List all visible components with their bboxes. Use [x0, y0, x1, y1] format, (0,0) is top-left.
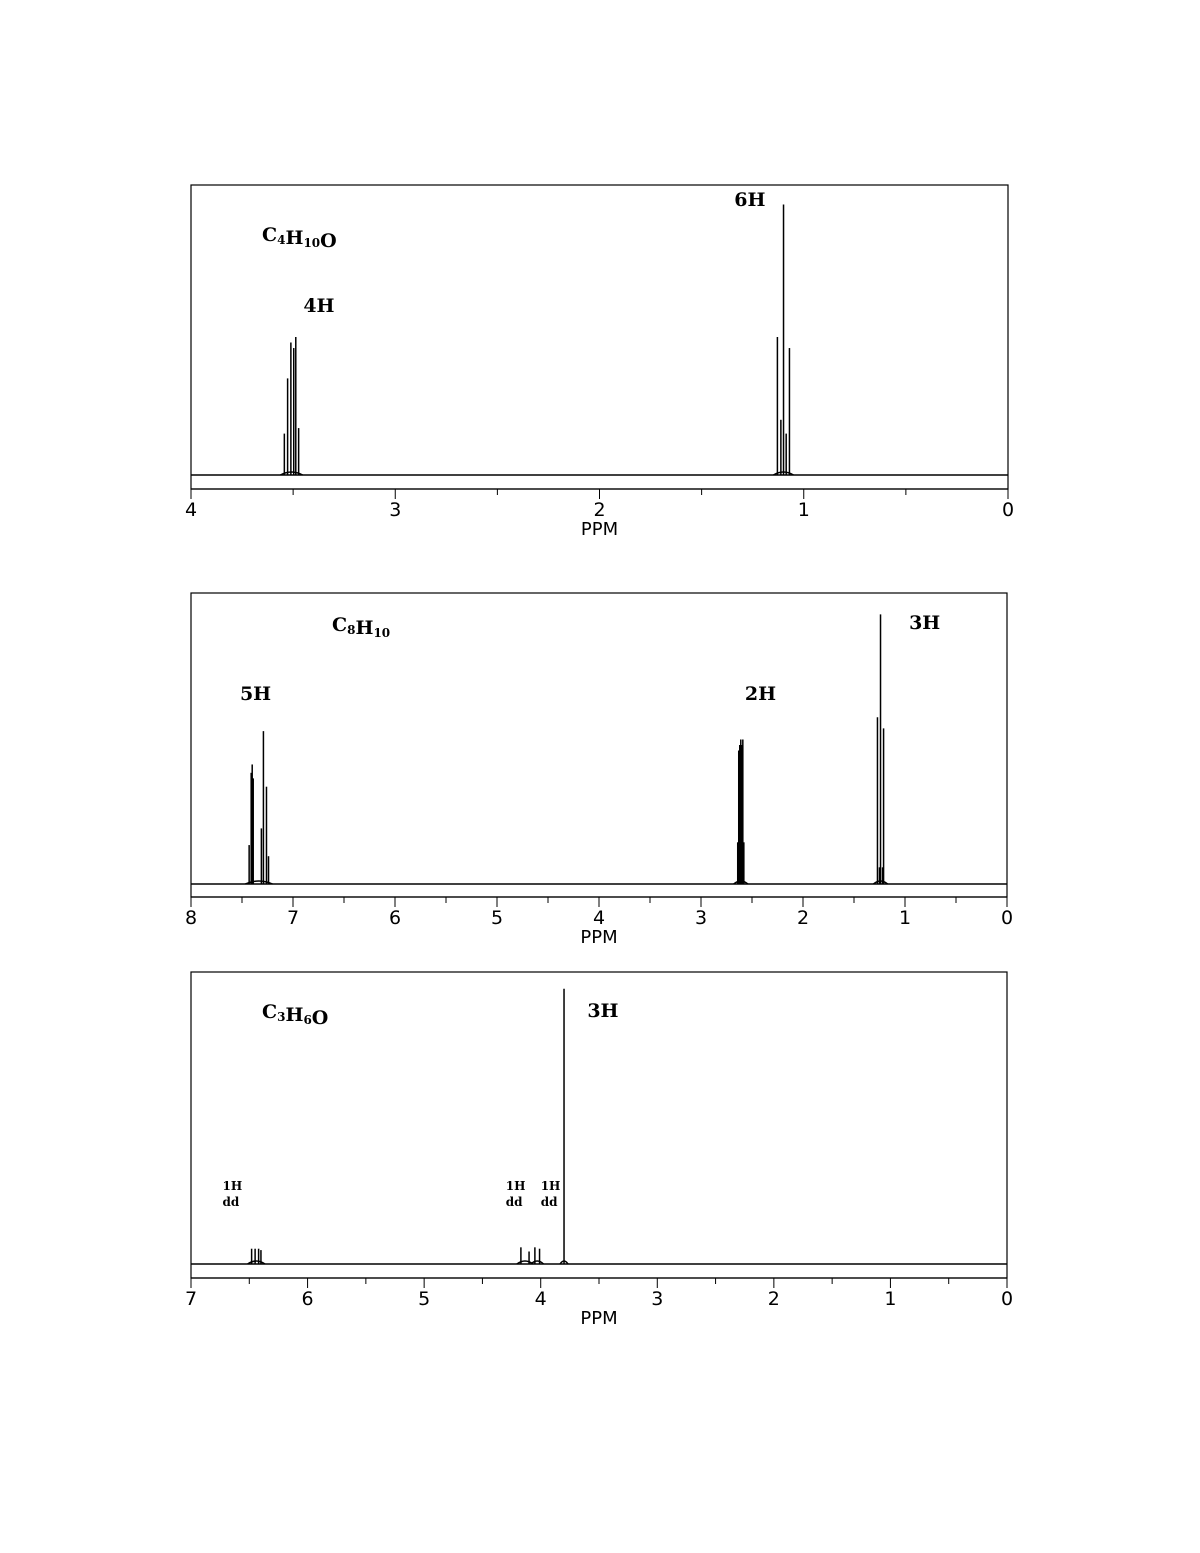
integration-label: 5H	[240, 683, 271, 705]
x-tick-label: 2	[768, 1288, 780, 1310]
peak-envelope	[530, 1260, 545, 1265]
peak-envelope	[247, 1260, 266, 1265]
nmr-signal	[773, 204, 794, 476]
x-axis-label: PPM	[580, 1308, 617, 1329]
integration-label: 1H	[541, 1179, 561, 1193]
x-axis-label: PPM	[580, 927, 617, 948]
x-tick-label: 5	[418, 1288, 430, 1310]
nmr-spectrum-3: 7 6 5 4 3 2 1 0 PPM C3H6O 1H dd 1H dd 1H dd 3H	[185, 971, 1013, 1329]
integration-label: 3H	[587, 1000, 618, 1022]
x-tick-label: 4	[185, 499, 197, 521]
x-tick-label: 8	[185, 907, 197, 929]
molecular-formula: C8H10	[332, 614, 390, 640]
peak-envelope	[559, 1260, 569, 1265]
nmr-signal	[559, 988, 569, 1265]
x-tick-label: 4	[593, 907, 605, 929]
peak-envelope	[773, 471, 794, 476]
integration-label: 2H	[745, 683, 776, 705]
x-tick-label: 4	[535, 1288, 547, 1310]
peak-envelope	[733, 880, 749, 885]
peak-envelope	[279, 471, 303, 476]
multiplicity-label: dd	[506, 1195, 523, 1209]
peak-envelope	[244, 880, 273, 885]
integration-label: 1H	[222, 1179, 242, 1193]
nmr-signal	[733, 739, 749, 885]
nmr-signal	[247, 1248, 266, 1265]
x-tick-label: 6	[302, 1288, 314, 1310]
x-tick-label: 2	[797, 907, 809, 929]
x-tick-label: 6	[389, 907, 401, 929]
plot-frame	[190, 592, 1008, 898]
x-tick-label: 3	[695, 907, 707, 929]
peak-envelope	[872, 880, 889, 885]
x-tick-label: 0	[1002, 499, 1014, 521]
nmr-signal	[244, 731, 273, 885]
nmr-signal	[279, 337, 303, 476]
nmr-signal	[530, 1247, 545, 1265]
x-tick-label: 3	[389, 499, 401, 521]
integration-label: 4H	[303, 295, 334, 317]
multiplicity-label: dd	[222, 1195, 239, 1209]
x-tick-label: 0	[1001, 907, 1013, 929]
x-tick-label: 0	[1001, 1288, 1013, 1310]
nmr-spectrum-1: 4 3 2 1 0 PPM C4H10O 4H 6H	[185, 184, 1014, 540]
plot-frame	[190, 184, 1009, 490]
molecular-formula: C3H6O	[262, 1001, 328, 1029]
nmr-spectrum-2: 8 7 6 5 4 3 2 1 0 PPM C8H10 5H 2H 3H	[185, 592, 1013, 948]
x-tick-label: 7	[287, 907, 299, 929]
x-axis-label: PPM	[581, 519, 618, 540]
integration-label: 1H	[506, 1179, 526, 1193]
integration-label: 3H	[909, 612, 940, 634]
integration-label: 6H	[734, 189, 765, 211]
x-tick-label: 1	[899, 907, 911, 929]
x-tick-label: 7	[185, 1288, 197, 1310]
x-tick-label: 1	[884, 1288, 896, 1310]
nmr-signal	[872, 614, 889, 885]
x-tick-label: 5	[491, 907, 503, 929]
nmr-signal	[516, 1247, 534, 1265]
x-tick-label: 1	[798, 499, 810, 521]
x-tick-label: 3	[651, 1288, 663, 1310]
x-tick-label: 2	[593, 499, 605, 521]
molecular-formula: C4H10O	[262, 224, 337, 252]
multiplicity-label: dd	[541, 1195, 558, 1209]
